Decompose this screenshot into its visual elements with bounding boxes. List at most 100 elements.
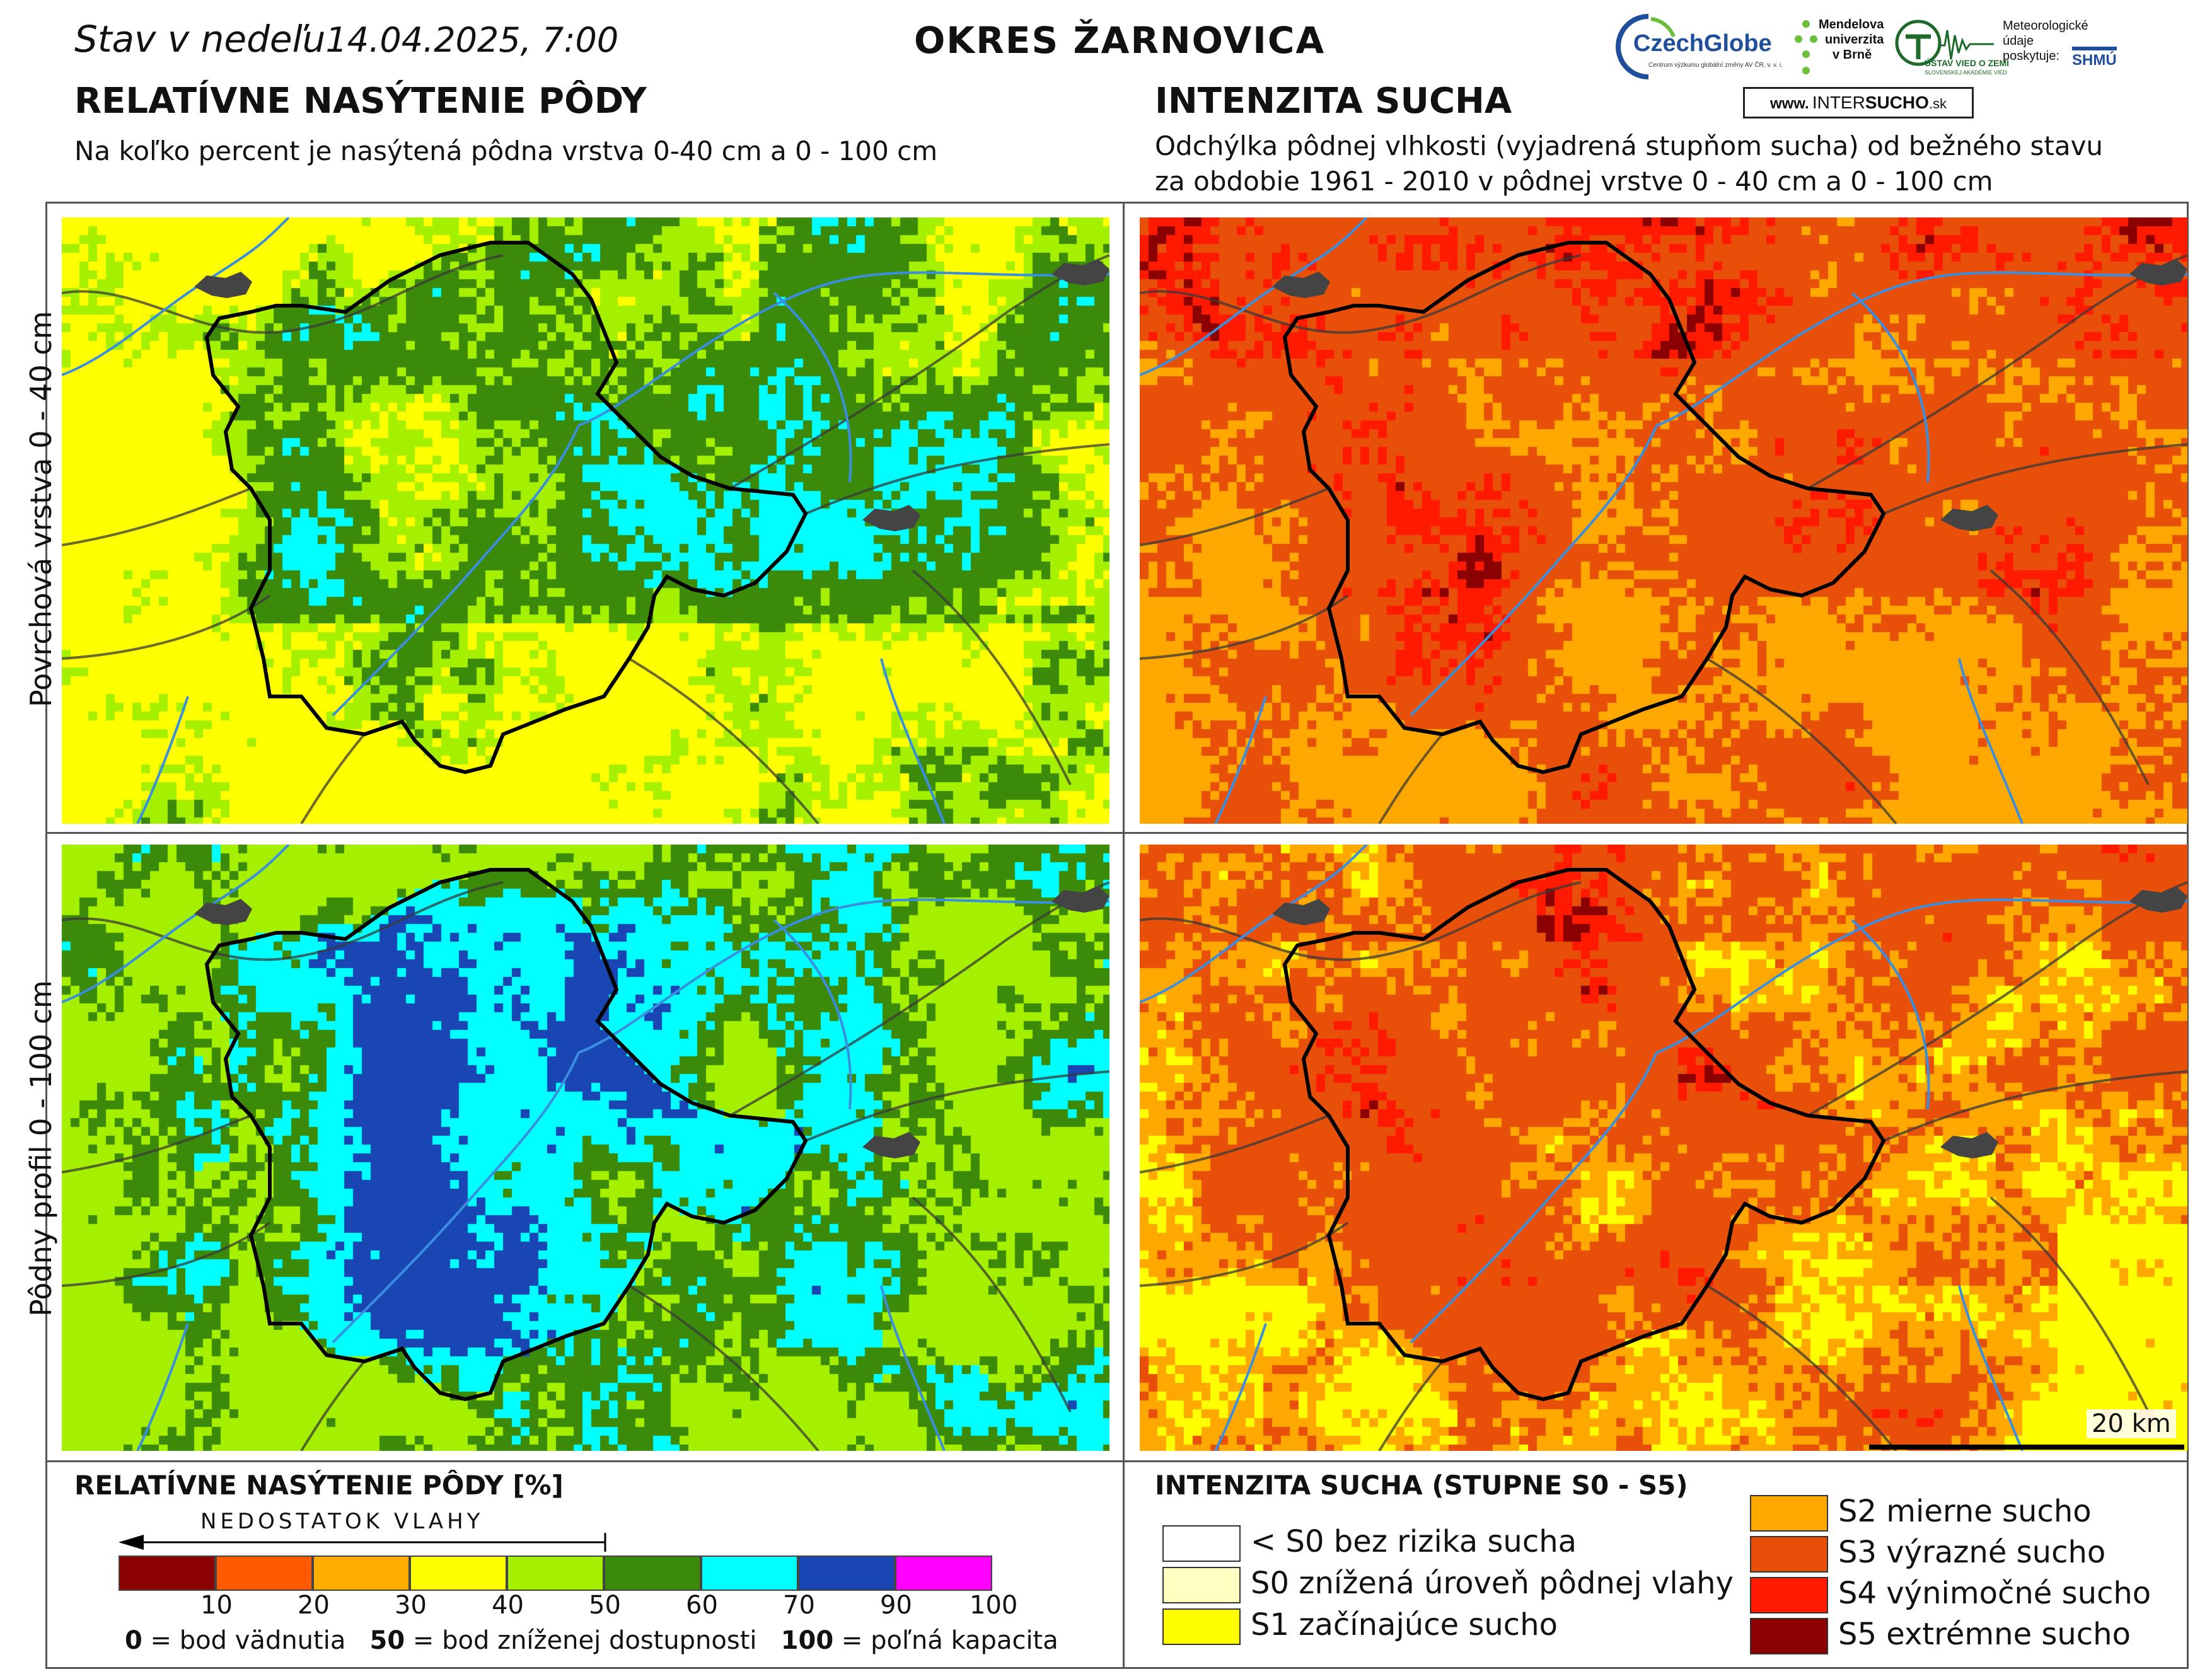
saturation-tick-label: 30 — [395, 1591, 427, 1620]
note-capacity-key: 100 — [780, 1626, 834, 1655]
saturation-tick-label: 60 — [686, 1591, 718, 1620]
road-line — [62, 1114, 252, 1174]
river-line — [1410, 1052, 1658, 1344]
note-wilting-key: 0 — [125, 1626, 142, 1655]
river-line — [136, 696, 189, 824]
note-wilting-text: = bod vädnutia — [142, 1626, 346, 1655]
river-line — [332, 425, 580, 717]
town-area — [1940, 505, 1998, 531]
road-line — [628, 657, 819, 824]
shortage-arrow-icon — [119, 1533, 606, 1552]
saturation-swatch — [119, 1556, 216, 1591]
meteo-line3: poskytuje: — [2003, 49, 2060, 63]
drought-swatch — [1162, 1608, 1241, 1645]
uvz-name: ÚSTAV VIED O ZEMI — [1925, 58, 2010, 68]
czechglobe-name: CzechGlobe — [1633, 30, 1772, 57]
note-reduced-text: = bod zníženej dostupnosti — [405, 1626, 757, 1655]
road-line — [1989, 569, 2150, 785]
saturation-tick-label: 10 — [200, 1591, 233, 1620]
row-label-top: Povrchová vrstva 0 - 40 cm — [24, 311, 58, 707]
drought-swatch — [1162, 1525, 1241, 1562]
road-line — [1378, 733, 1444, 824]
road-line — [1989, 1196, 2150, 1412]
drought-title: INTENZITA SUCHA — [1155, 81, 1512, 122]
saturation-legend-title: RELATÍVNE NASÝTENIE PÔDY [%] — [74, 1470, 564, 1501]
saturation-swatch — [895, 1556, 992, 1591]
river-line — [332, 1052, 580, 1344]
town-area — [1051, 886, 1109, 913]
river-line — [773, 292, 852, 483]
saturation-tick-label: 20 — [298, 1591, 330, 1620]
logo-area: CzechGlobe Centrum výzkumu globální změn… — [1611, 11, 2140, 118]
river-line — [1958, 658, 2024, 824]
map-saturation-profile — [62, 845, 1109, 1451]
river-line — [1140, 217, 1368, 376]
mendel-line1: Mendelova — [1819, 18, 1884, 32]
saturation-title: RELATÍVNE NASÝTENIE PÔDY — [74, 81, 647, 122]
road-line — [729, 311, 1009, 490]
drought-profile-raster — [1140, 845, 2187, 1451]
road-line — [1706, 1284, 1897, 1451]
road-line — [300, 733, 366, 824]
road-line — [912, 1196, 1072, 1412]
legend-divider — [1123, 1462, 1125, 1669]
road-line — [1378, 1360, 1444, 1451]
saturation-swatch — [216, 1556, 313, 1591]
river-line — [1410, 425, 1658, 717]
meteo-line1: Meteorologické — [2003, 19, 2088, 33]
district-boundary — [204, 868, 808, 1402]
czechglobe-subtitle: Centrum výzkumu globální změny AV ČR, v.… — [1648, 62, 1783, 69]
drought-swatch — [1750, 1577, 1828, 1613]
river-line — [1851, 919, 1930, 1110]
drought-profile-overlay — [1140, 845, 2187, 1451]
czechglobe-logo — [1616, 14, 1676, 79]
meteo-line2: údaje — [2003, 34, 2034, 48]
map-drought-profile — [1140, 845, 2187, 1451]
drought-swatch — [1750, 1495, 1828, 1532]
drought-legend-label: S2 mierne sucho — [1838, 1494, 2092, 1529]
drought-swatch — [1750, 1536, 1828, 1573]
road-line — [1140, 881, 1582, 961]
uvz-logo-icon — [1895, 20, 1994, 66]
road-line — [62, 1221, 271, 1287]
note-capacity-text: = poľná kapacita — [833, 1626, 1058, 1655]
town-area — [862, 1132, 920, 1158]
row-label-bottom: Pôdny profil 0 - 100 cm — [24, 980, 58, 1317]
road-line — [1807, 938, 2087, 1117]
drought-legend-title: INTENZITA SUCHA (STUPNE S0 - S5) — [1155, 1470, 1688, 1501]
river-line — [880, 658, 946, 824]
drought-subtitle-line1: Odchýlka pôdnej vlhkosti (vyjadrená stup… — [1155, 130, 2104, 161]
saturation-tick-label: 90 — [880, 1591, 912, 1620]
saturation-swatch — [701, 1556, 798, 1591]
town-area — [1051, 259, 1109, 286]
road-line — [805, 443, 1109, 515]
intersucho-sucho: SUCHO — [1865, 93, 1929, 112]
road-line — [62, 881, 504, 961]
river-line — [1656, 898, 2187, 1054]
road-line — [1140, 254, 1582, 334]
road-line — [628, 1284, 819, 1451]
river-line — [1214, 1323, 1267, 1451]
map-drought-topsoil — [1140, 217, 2187, 824]
town-area — [194, 899, 252, 925]
saturation-topsoil-raster — [62, 217, 1109, 824]
river-line — [136, 1323, 189, 1451]
saturation-tick-label: 40 — [492, 1591, 524, 1620]
saturation-tick-label: 70 — [783, 1591, 815, 1620]
river-line — [1958, 1285, 2024, 1451]
road-line — [1140, 1221, 1349, 1287]
saturation-swatch — [507, 1556, 604, 1591]
town-area — [1272, 899, 1330, 925]
road-line — [1807, 311, 2087, 490]
mendel-dots-icon — [1795, 20, 1817, 74]
date-prefix: Stav v nedeľu — [74, 18, 326, 61]
river-line — [1851, 292, 1930, 483]
saturation-swatch — [313, 1556, 410, 1591]
district-boundary — [1282, 868, 1886, 1402]
road-line — [1140, 1114, 1329, 1174]
intersucho-prefix: www. — [1769, 95, 1809, 112]
town-area — [2129, 886, 2187, 913]
legend-frame — [45, 1461, 2189, 1669]
drought-legend-label: S5 extrémne sucho — [1838, 1617, 2131, 1652]
town-area — [862, 505, 920, 531]
